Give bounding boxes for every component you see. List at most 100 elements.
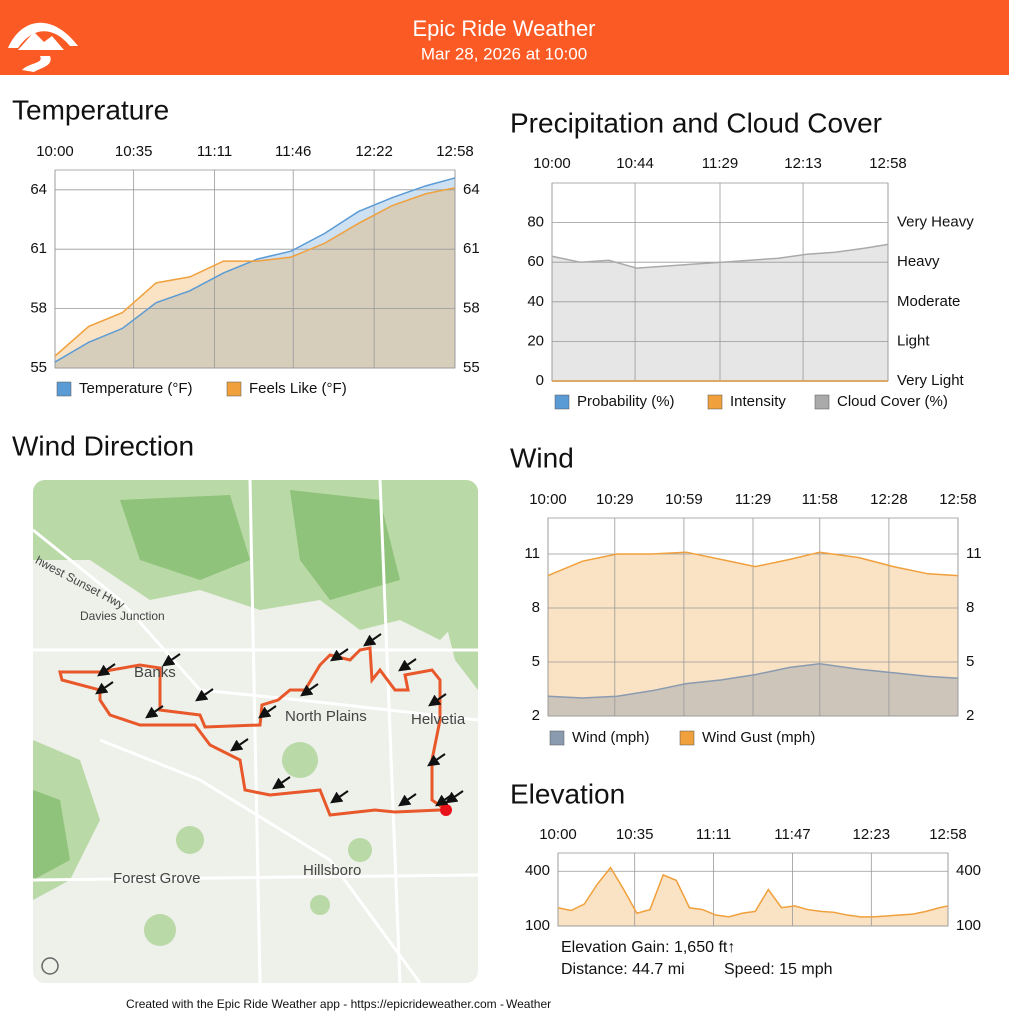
- map-label: Helvetia: [411, 711, 466, 728]
- annotation: Distance: 44.7 mi: [561, 961, 685, 978]
- area-fill: [55, 187, 455, 368]
- logo: [8, 22, 78, 72]
- y-tick-label: 64: [30, 181, 47, 198]
- x-tick-label: 12:58: [869, 155, 907, 172]
- y-tick-label: 400: [525, 862, 550, 879]
- section-title: Precipitation and Cloud Cover: [510, 107, 882, 138]
- wind-arrow: [428, 693, 447, 707]
- legend-swatch: [549, 730, 565, 746]
- wind-arrow: [330, 648, 349, 662]
- area-fill: [558, 867, 948, 926]
- map-label: Hillsboro: [303, 862, 361, 879]
- wind-arrow: [162, 653, 181, 667]
- info-button[interactable]: [41, 957, 59, 975]
- wind-arrows: [95, 633, 464, 807]
- y-tick-label: 100: [525, 917, 550, 934]
- wind-arrow: [363, 633, 382, 647]
- x-tick-label: 11:29: [702, 155, 738, 172]
- plot-border: [54, 169, 456, 369]
- y-tick-label-right: 400: [956, 862, 981, 879]
- route: [58, 646, 447, 817]
- x-tick-label: 10:00: [529, 491, 567, 508]
- header-bar: [0, 0, 1009, 75]
- y-tick-label: 80: [527, 214, 544, 231]
- wind-arrow: [445, 790, 464, 804]
- legend-label: Temperature (°F): [79, 380, 193, 397]
- y-tick-label-right: 11: [966, 545, 982, 562]
- series-line: [547, 663, 959, 699]
- y-tick-label-right: 8: [966, 599, 974, 616]
- y-tick-label: 0: [536, 372, 544, 389]
- x-tick-label: 10:44: [616, 155, 654, 172]
- wind-arrow: [145, 705, 164, 719]
- y-tick-label: 60: [527, 253, 544, 270]
- legend-swatch: [554, 394, 570, 410]
- map-label: Forest Grove: [113, 870, 201, 887]
- y-tick-label-right: 5: [966, 653, 974, 670]
- section-title: Temperature: [12, 94, 169, 125]
- legend-swatch: [56, 381, 72, 397]
- app-title: Epic Ride Weather: [412, 16, 595, 41]
- x-tick-label: 10:00: [539, 826, 577, 843]
- y2-tick-label: Heavy: [897, 253, 940, 270]
- x-tick-label: 11:47: [774, 826, 810, 843]
- legend-swatch: [814, 394, 830, 410]
- x-tick-label: 10:00: [533, 155, 571, 172]
- legend-swatch: [707, 394, 723, 410]
- x-tick-label: 10:35: [616, 826, 654, 843]
- x-tick-label: 10:35: [115, 143, 153, 160]
- plot-area: [55, 170, 455, 368]
- x-tick-label: 10:59: [665, 491, 703, 508]
- map-label: Davies Junction: [80, 609, 165, 623]
- x-tick-label: 12:23: [853, 826, 891, 843]
- legend-label: Intensity: [730, 393, 786, 410]
- x-tick-label: 12:28: [870, 491, 908, 508]
- date-subtitle: Mar 28, 2026 at 10:00: [421, 44, 587, 63]
- y-tick-label-right: 64: [463, 181, 480, 198]
- wind-arrow: [272, 776, 291, 790]
- x-tick-label: 11:46: [275, 143, 311, 160]
- x-tick-label: 11:29: [735, 491, 771, 508]
- x-tick-label: 12:22: [355, 143, 393, 160]
- y-tick-label-right: 58: [463, 300, 480, 317]
- series-line: [551, 243, 889, 269]
- wind-arrow: [427, 753, 446, 767]
- x-tick-label: 11:11: [696, 826, 731, 843]
- x-tick-label: 12:58: [436, 143, 474, 160]
- legend-label: Probability (%): [577, 393, 675, 410]
- x-tick-label: 11:58: [802, 491, 838, 508]
- x-tick-label: 11:11: [197, 143, 232, 160]
- y-tick-label-right: 100: [956, 917, 981, 934]
- plot-border: [557, 852, 949, 927]
- wind-arrow: [230, 738, 249, 752]
- y2-tick-label: Moderate: [897, 293, 960, 310]
- y-tick-label: 5: [532, 653, 540, 670]
- map-forest-dark: [33, 490, 400, 880]
- x-tick-label: 10:00: [36, 143, 74, 160]
- legend-label: Feels Like (°F): [249, 380, 347, 397]
- y2-tick-label: Very Heavy: [897, 214, 974, 231]
- y-tick-label: 8: [532, 599, 540, 616]
- legend-swatch: [226, 381, 242, 397]
- x-tick-label: 10:29: [596, 491, 634, 508]
- annotation: Elevation Gain: 1,650 ft↑: [561, 939, 735, 956]
- y-tick-label-right: 55: [463, 359, 480, 376]
- y-tick-label: 55: [30, 359, 47, 376]
- footer-brand: Weather: [506, 997, 551, 1011]
- footer-text: Created with the Epic Ride Weather app -…: [126, 997, 504, 1011]
- wind-arrow: [258, 705, 277, 719]
- wind-arrow: [398, 658, 417, 672]
- series-line: [54, 177, 456, 363]
- x-tick-label: 12:58: [929, 826, 967, 843]
- y-tick-label-right: 2: [966, 707, 974, 724]
- y-tick-label: 61: [30, 240, 47, 257]
- plot-border: [547, 517, 959, 717]
- map-label: North Plains: [285, 708, 367, 725]
- section-title: Elevation: [510, 778, 625, 809]
- y-tick-label-right: 61: [463, 240, 480, 257]
- y-tick-label: 2: [532, 707, 540, 724]
- map: Davies Junction hwest Sunset Hwy Banks N…: [33, 480, 478, 983]
- series-line: [557, 866, 949, 918]
